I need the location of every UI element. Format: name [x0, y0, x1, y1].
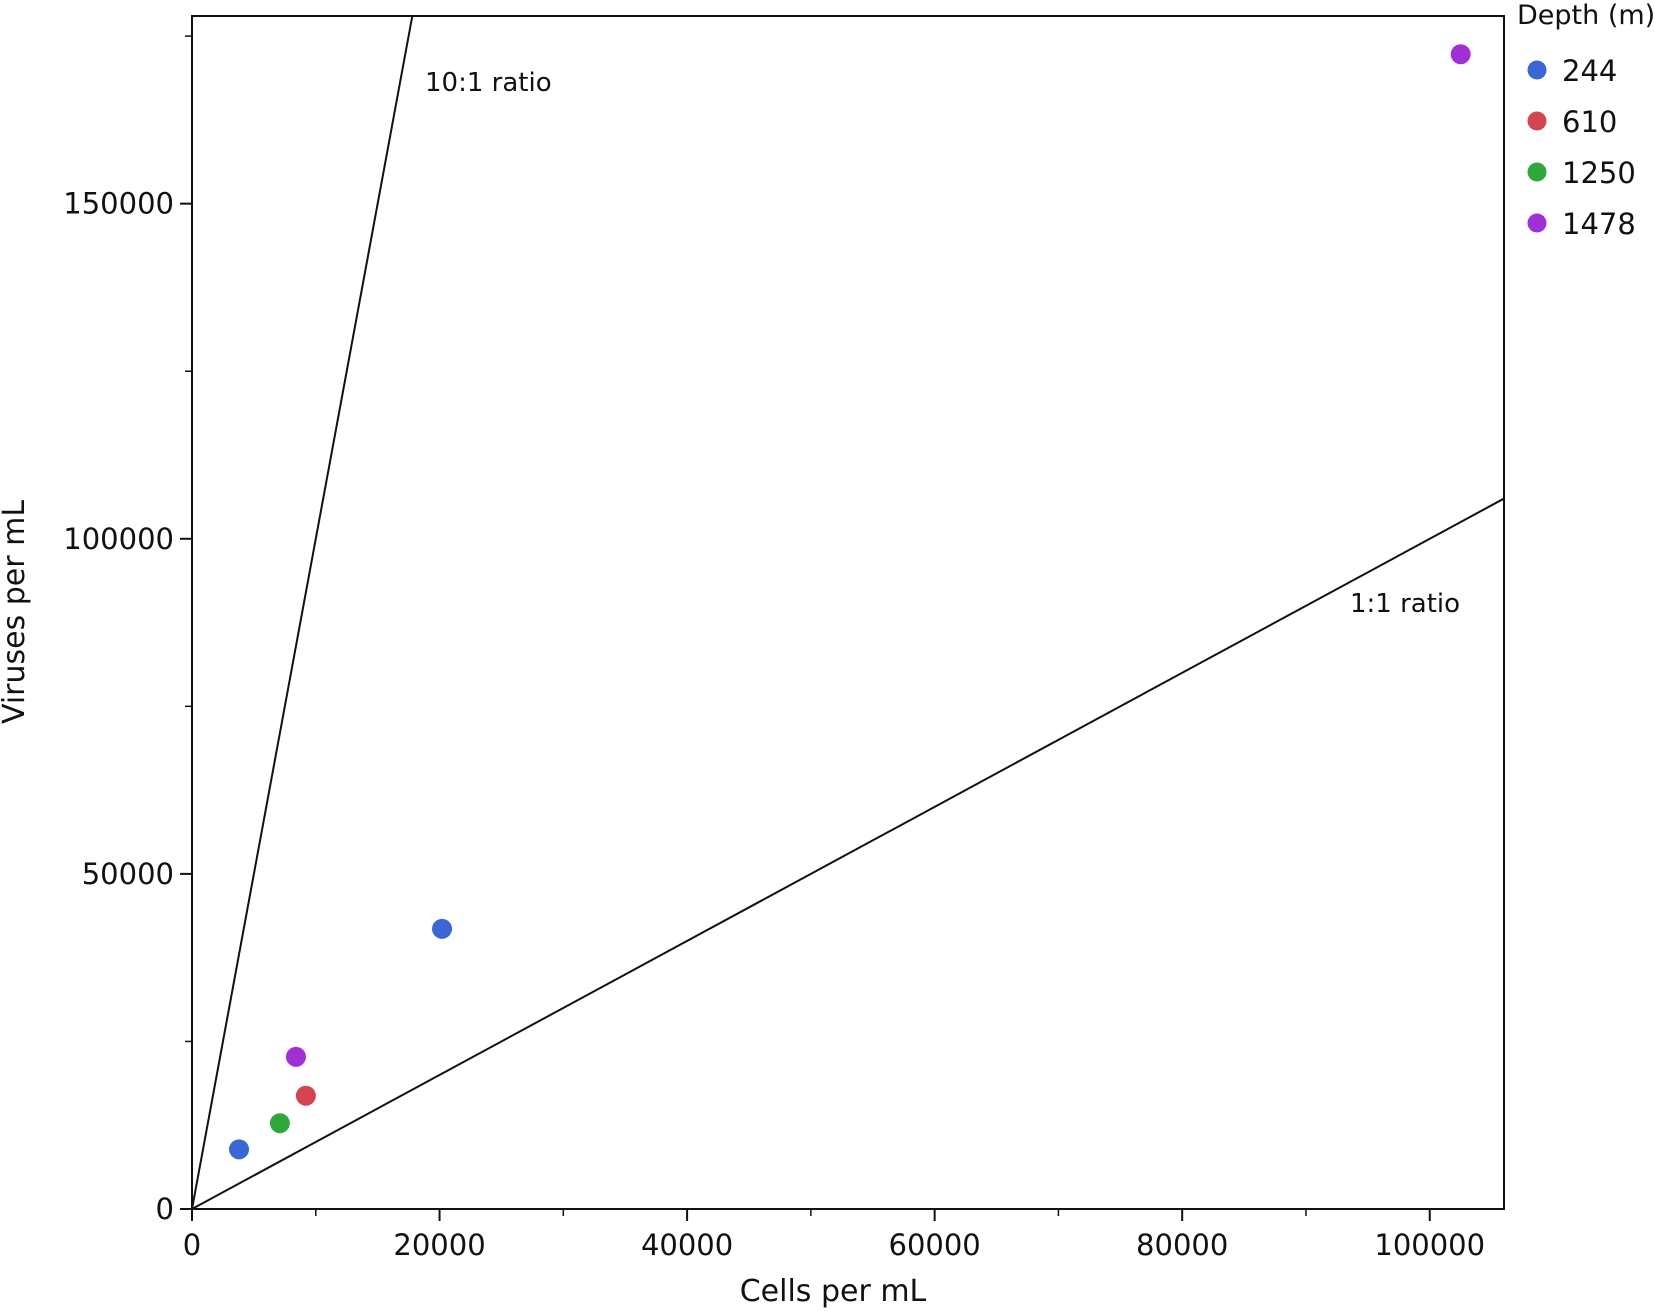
y-tick-label: 0: [156, 1192, 174, 1226]
data-points: [229, 44, 1471, 1160]
legend-label-1250: 1250: [1562, 156, 1636, 190]
point-depth-1250: [269, 1113, 290, 1134]
y-tick-label: 150000: [63, 187, 174, 221]
x-tick-label: 60000: [889, 1228, 981, 1262]
legend-label-1478: 1478: [1562, 207, 1636, 241]
ref-line-1-1-ratio: [191, 497, 1505, 1210]
reference-lines: [191, 15, 1505, 1210]
x-axis-title: Cells per mL: [740, 1274, 927, 1309]
x-tick-label: 0: [183, 1228, 201, 1262]
ref-line-10-1-ratio: [191, 15, 414, 1210]
point-depth-610: [295, 1085, 316, 1106]
plot-frame: [191, 15, 1505, 1210]
x-tick-label: 40000: [641, 1228, 733, 1262]
legend: Depth (m) 244 610 1250 1478: [1517, 0, 1654, 241]
x-tick-label: 80000: [1136, 1228, 1228, 1262]
y-tick-label: 100000: [63, 522, 174, 556]
point-depth-1478: [285, 1046, 306, 1067]
y-axis-title: Viruses per mL: [0, 500, 32, 724]
legend-marker-1250: [1527, 162, 1547, 182]
y-tick-label: 50000: [82, 857, 174, 891]
ref-label-10-1: 10:1 ratio: [425, 68, 552, 98]
y-axis: 0 50000 100000 150000: [63, 35, 192, 1226]
legend-marker-244: [1527, 60, 1547, 80]
legend-marker-1478: [1527, 213, 1547, 233]
legend-title: Depth (m): [1517, 0, 1654, 31]
x-tick-label: 20000: [393, 1228, 485, 1262]
point-depth-244: [432, 918, 453, 939]
point-depth-1478: [1450, 44, 1471, 65]
legend-marker-610: [1527, 111, 1547, 131]
x-tick-label: 100000: [1374, 1228, 1485, 1262]
legend-label-244: 244: [1562, 54, 1617, 88]
legend-label-610: 610: [1562, 105, 1617, 139]
ref-label-1-1: 1:1 ratio: [1350, 589, 1460, 619]
point-depth-244: [229, 1139, 250, 1160]
x-axis: 0 20000 40000 60000 80000 100000: [183, 1209, 1485, 1262]
